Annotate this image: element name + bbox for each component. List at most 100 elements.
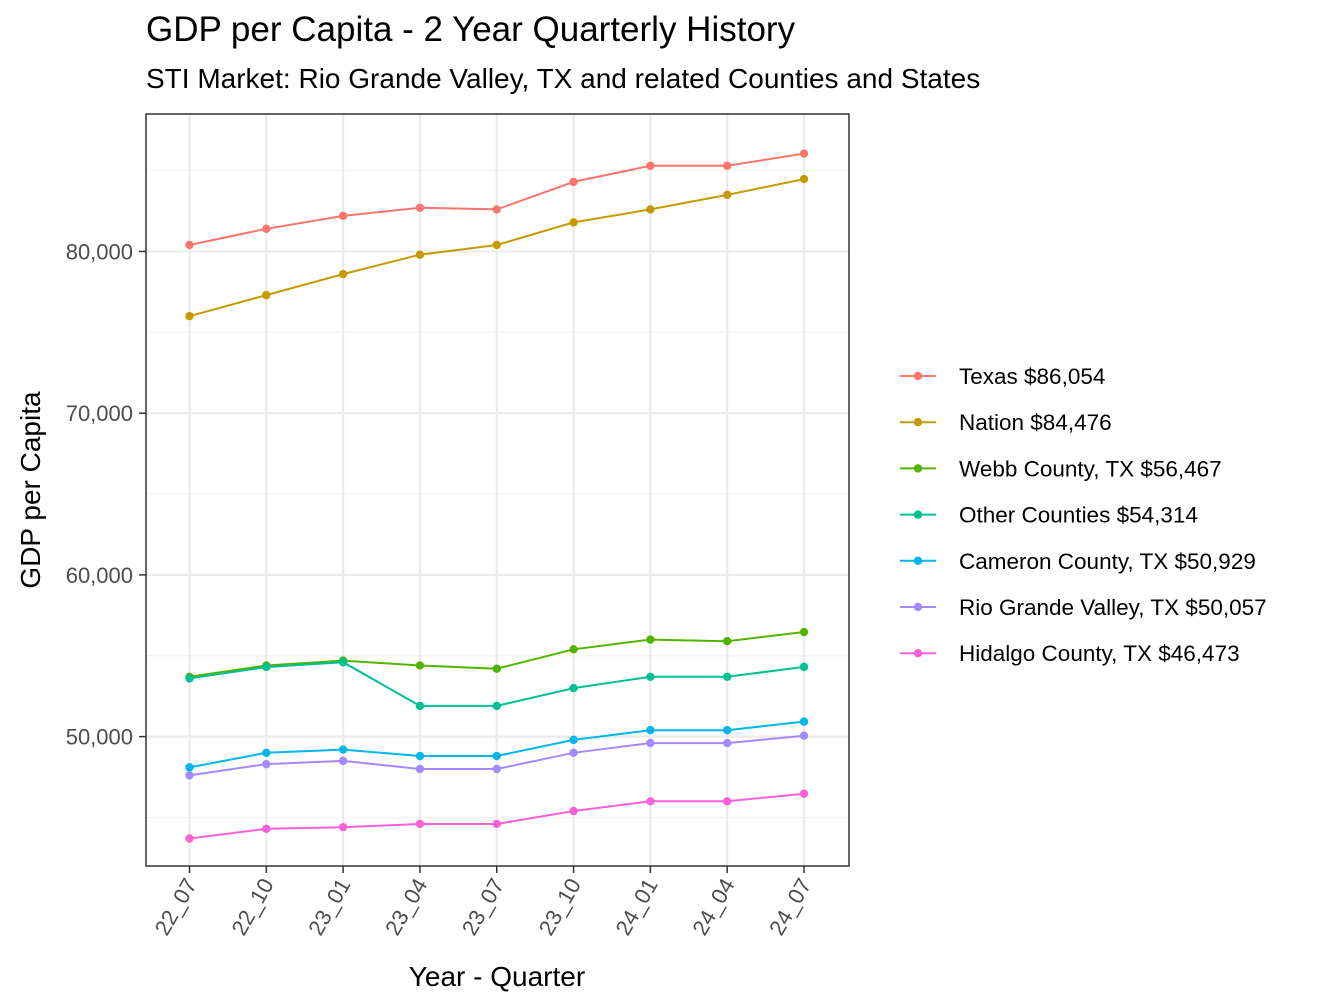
data-point: [415, 701, 425, 711]
data-point: [799, 717, 809, 726]
legend-item: Cameron County, TX $50,929: [900, 549, 1256, 574]
data-point: [415, 819, 425, 829]
x-tick-label: 23_07: [457, 874, 509, 939]
data-point: [569, 645, 578, 654]
x-axis-title: Year - Quarter: [409, 961, 585, 992]
data-point: [185, 771, 194, 780]
data-point: [262, 224, 271, 234]
legend-key-point: [913, 464, 923, 473]
chart-title: GDP per Capita - 2 Year Quarterly Histor…: [146, 10, 796, 49]
data-point: [262, 759, 271, 769]
y-tick-label: 80,000: [66, 239, 133, 264]
data-point: [646, 205, 655, 214]
data-point: [569, 735, 578, 745]
legend-label: Rio Grande Valley, TX $50,057: [959, 595, 1267, 620]
data-point: [338, 211, 348, 221]
legend-key-point: [913, 371, 923, 381]
x-tick-label: 24_07: [764, 874, 816, 939]
data-point: [262, 824, 271, 834]
legend: Texas $86,054 Nation $84,476 Webb County, …: [900, 364, 1267, 666]
x-tick-label: 22_10: [226, 874, 278, 939]
data-point: [185, 240, 194, 250]
legend-item: Hidalgo County, TX $46,473: [900, 641, 1240, 666]
data-point: [338, 756, 348, 766]
y-tick-label: 60,000: [66, 563, 133, 588]
data-point: [492, 205, 501, 214]
data-point: [722, 725, 732, 735]
data-point: [338, 745, 348, 754]
data-point: [415, 203, 425, 212]
x-tick-label: 23_01: [303, 874, 355, 939]
legend-item: Webb County, TX $56,467: [900, 456, 1222, 481]
x-tick-label: 24_04: [687, 874, 739, 939]
data-point: [646, 672, 655, 681]
y-tick-label: 70,000: [66, 401, 133, 426]
legend-label: Webb County, TX $56,467: [959, 456, 1222, 481]
data-point: [415, 250, 425, 259]
data-point: [799, 789, 809, 798]
data-point: [492, 240, 501, 250]
data-point: [338, 269, 348, 279]
legend-item: Other Counties $54,314: [900, 503, 1198, 528]
data-point: [722, 738, 732, 748]
data-point: [415, 751, 425, 761]
data-point: [185, 674, 194, 683]
x-axis: 22_07 22_10 23_01 23_04 23_07 23_10 24_01 24_04…: [150, 866, 816, 939]
legend-key-point: [913, 418, 923, 427]
data-point: [722, 672, 732, 681]
chart-subtitle: STI Market: Rio Grande Valley, TX and re…: [146, 63, 981, 94]
data-point: [492, 764, 501, 774]
legend-item: Nation $84,476: [900, 410, 1112, 435]
data-point: [185, 311, 194, 321]
data-point: [646, 738, 655, 748]
data-point: [799, 174, 809, 184]
data-point: [492, 664, 501, 673]
legend-key-point: [913, 649, 923, 658]
legend-label: Texas $86,054: [959, 364, 1105, 389]
data-point: [338, 658, 348, 667]
data-point: [646, 635, 655, 644]
legend-key-point: [913, 556, 923, 565]
data-point: [799, 627, 809, 637]
data-point: [415, 764, 425, 774]
data-point: [338, 822, 348, 832]
data-point: [799, 731, 809, 740]
x-tick-label: 24_01: [610, 874, 662, 939]
legend-key-point: [913, 602, 923, 612]
data-point: [646, 161, 655, 170]
legend-item: Texas $86,054: [900, 364, 1105, 389]
data-point: [492, 819, 501, 829]
data-point: [262, 290, 271, 300]
major-gridlines: [146, 114, 849, 866]
y-axis: 50,000 60,000 70,000 80,000: [66, 239, 146, 750]
legend-label: Hidalgo County, TX $46,473: [959, 641, 1240, 666]
data-point: [415, 661, 425, 670]
legend-label: Cameron County, TX $50,929: [959, 549, 1256, 574]
data-point: [492, 751, 501, 761]
data-point: [722, 161, 732, 170]
data-point: [799, 662, 809, 672]
y-tick-label: 50,000: [66, 725, 133, 750]
data-point: [569, 218, 578, 227]
y-axis-title: GDP per Capita: [15, 391, 46, 589]
legend-label: Other Counties $54,314: [959, 503, 1198, 528]
data-point: [799, 149, 809, 158]
data-point: [646, 797, 655, 806]
data-point: [569, 683, 578, 693]
data-point: [492, 701, 501, 711]
data-point: [262, 748, 271, 757]
data-point: [722, 190, 732, 200]
data-point: [185, 834, 194, 843]
data-point: [569, 177, 578, 187]
data-point: [722, 797, 732, 806]
data-point: [569, 806, 578, 816]
x-tick-label: 22_07: [150, 874, 202, 939]
series-points: [185, 149, 809, 843]
data-point: [569, 748, 578, 757]
data-point: [262, 662, 271, 672]
data-point: [646, 725, 655, 735]
legend-label: Nation $84,476: [959, 410, 1112, 435]
data-point: [722, 637, 732, 646]
data-point: [185, 763, 194, 772]
